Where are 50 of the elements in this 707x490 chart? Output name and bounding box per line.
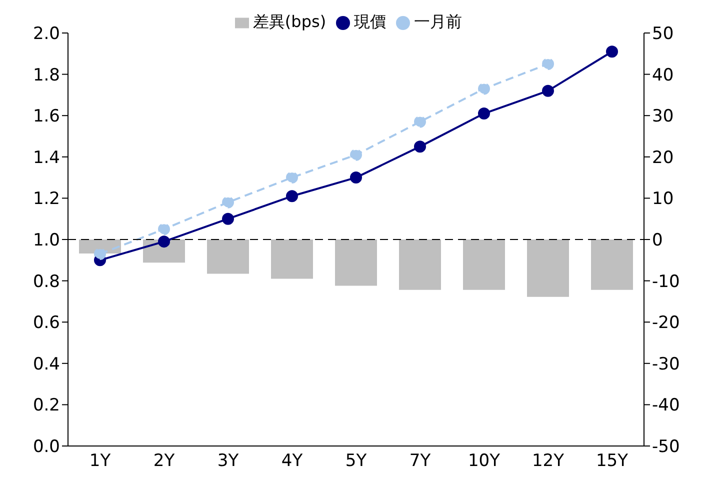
y2-tick-label: 20 (652, 148, 674, 168)
y2-tick-label: -30 (652, 354, 680, 374)
y-tick-label: 0.4 (32, 354, 60, 374)
x-tick-label: 5Y (345, 451, 368, 472)
point (414, 116, 426, 128)
y2-tick-label: -20 (652, 313, 680, 334)
y2-tick-label: 30 (652, 106, 674, 127)
point (350, 172, 362, 184)
point (414, 140, 426, 153)
x-tick-label: 7Y (409, 451, 432, 472)
y-tick-label: 0.0 (32, 437, 60, 458)
point (158, 236, 170, 248)
y2-tick-label: 10 (652, 189, 674, 210)
x-tick-label: 3Y (217, 451, 240, 472)
point (606, 46, 618, 58)
point (222, 196, 234, 208)
x-tick-label: 4Y (281, 451, 304, 472)
legend-label: 差異(bps) (252, 12, 326, 31)
y-tick-label: 1.8 (32, 65, 60, 86)
x-tick-label: 12Y (532, 451, 565, 472)
y2-tick-label: -40 (652, 396, 680, 416)
legend-label: 一月前 (414, 12, 462, 31)
y2-tick-label: 40 (652, 65, 674, 86)
y-tick-label: 1.6 (32, 106, 60, 127)
point (94, 248, 106, 260)
point (350, 148, 362, 161)
y-tick-label: 1.4 (32, 148, 60, 168)
x-tick-label: 2Y (153, 451, 176, 472)
point (158, 223, 170, 236)
y-tick-label: 0.2 (32, 396, 60, 416)
x-tick-label: 1Y (89, 451, 112, 472)
point (286, 190, 298, 202)
point (542, 58, 554, 70)
point (222, 212, 234, 225)
y2-tick-label: -10 (652, 272, 680, 292)
y-tick-label: 0.8 (32, 272, 60, 292)
y-tick-label: 0.6 (32, 313, 60, 334)
y2-tick-label: -50 (652, 437, 680, 458)
point (542, 84, 554, 97)
x-tick-label: 10Y (468, 451, 501, 472)
point (478, 82, 490, 95)
y-tick-label: 1.0 (32, 230, 60, 251)
point (286, 172, 298, 184)
y2-tick-label: 50 (652, 24, 674, 44)
y-tick-label: 2.0 (32, 24, 60, 44)
y2-tick-label: 0 (652, 230, 663, 251)
legend-label: 現價 (354, 12, 386, 31)
point (478, 108, 490, 120)
y-tick-label: 1.2 (32, 189, 60, 210)
x-tick-label: 15Y (596, 451, 629, 472)
